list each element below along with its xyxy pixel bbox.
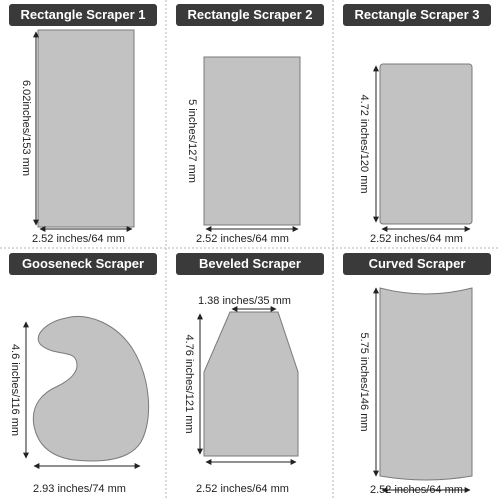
curved-scraper-shape	[379, 287, 473, 481]
title-rectangle-scraper-1: Rectangle Scraper 1	[9, 4, 157, 26]
top-width-label-5: 1.38 inches/35 mm	[198, 295, 291, 307]
width-label-1: 2.52 inches/64 mm	[32, 233, 125, 245]
rectangle-scraper-1-shape	[37, 29, 135, 228]
gooseneck-scraper-shape	[32, 316, 150, 462]
title-beveled-scraper: Beveled Scraper	[176, 253, 324, 275]
height-label-4: 4.6 inches/116 mm	[9, 343, 21, 437]
width-label-4: 2.93 inches/74 mm	[33, 483, 126, 495]
title-gooseneck-scraper: Gooseneck Scraper	[9, 253, 157, 275]
height-label-3: 4.72 inches/120 mm	[358, 94, 370, 194]
height-label-2: 5 inches/127 mm	[186, 99, 198, 183]
width-label-5: 2.52 inches/64 mm	[196, 483, 289, 495]
title-rectangle-scraper-2: Rectangle Scraper 2	[176, 4, 324, 26]
height-label-1: 6.02inches/153 mm	[20, 80, 32, 176]
title-rectangle-scraper-3: Rectangle Scraper 3	[343, 4, 491, 26]
height-label-6: 5.75 inches/146 mm	[358, 332, 370, 432]
title-curved-scraper: Curved Scraper	[343, 253, 491, 275]
width-label-2: 2.52 inches/64 mm	[196, 233, 289, 245]
height-label-5: 4.76 inches/121 mm	[183, 334, 195, 434]
width-label-6: 2.52 inches/64 mm	[370, 484, 463, 496]
beveled-scraper-shape	[203, 311, 299, 457]
rectangle-scraper-3-shape	[379, 63, 473, 225]
width-label-3: 2.52 inches/64 mm	[370, 233, 463, 245]
rectangle-scraper-2-shape	[203, 56, 301, 226]
